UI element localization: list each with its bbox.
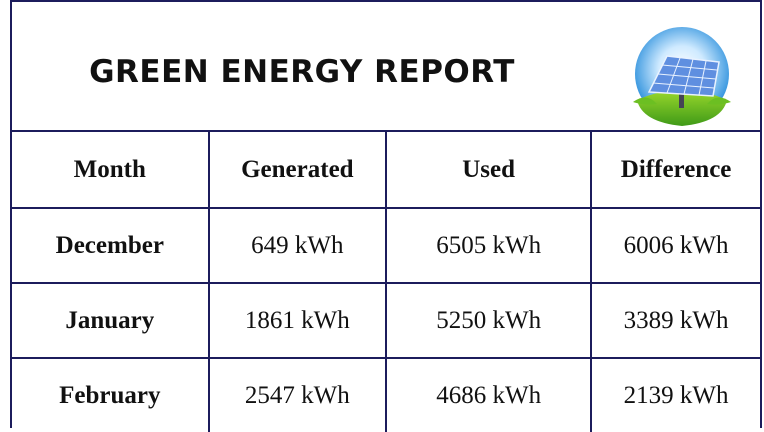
value-cell: 5250 kWh	[386, 283, 591, 358]
column-header: Generated	[209, 131, 387, 208]
value-cell: 2547 kWh	[209, 358, 387, 432]
value-cell: 1861 kWh	[209, 283, 387, 358]
month-cell: January	[12, 283, 209, 358]
month-cell: December	[12, 208, 209, 283]
month-cell: February	[12, 358, 209, 432]
value-cell: 2139 kWh	[591, 358, 760, 432]
column-header: Used	[386, 131, 591, 208]
value-cell: 6505 kWh	[386, 208, 591, 283]
column-header: Month	[12, 131, 209, 208]
solar-icon	[627, 22, 737, 132]
value-cell: 4686 kWh	[386, 358, 591, 432]
page: {"header": {"title": "GREEN ENERGY REPOR…	[0, 0, 764, 428]
value-cell: 3389 kWh	[591, 283, 760, 358]
value-cell: 6006 kWh	[591, 208, 760, 283]
value-cell: 649 kWh	[209, 208, 387, 283]
column-header: Difference	[591, 131, 760, 208]
report-frame: GREEN ENERGY REPORT	[10, 0, 762, 428]
report-title: GREEN ENERGY REPORT	[12, 2, 592, 132]
title-row: GREEN ENERGY REPORT	[12, 2, 760, 132]
